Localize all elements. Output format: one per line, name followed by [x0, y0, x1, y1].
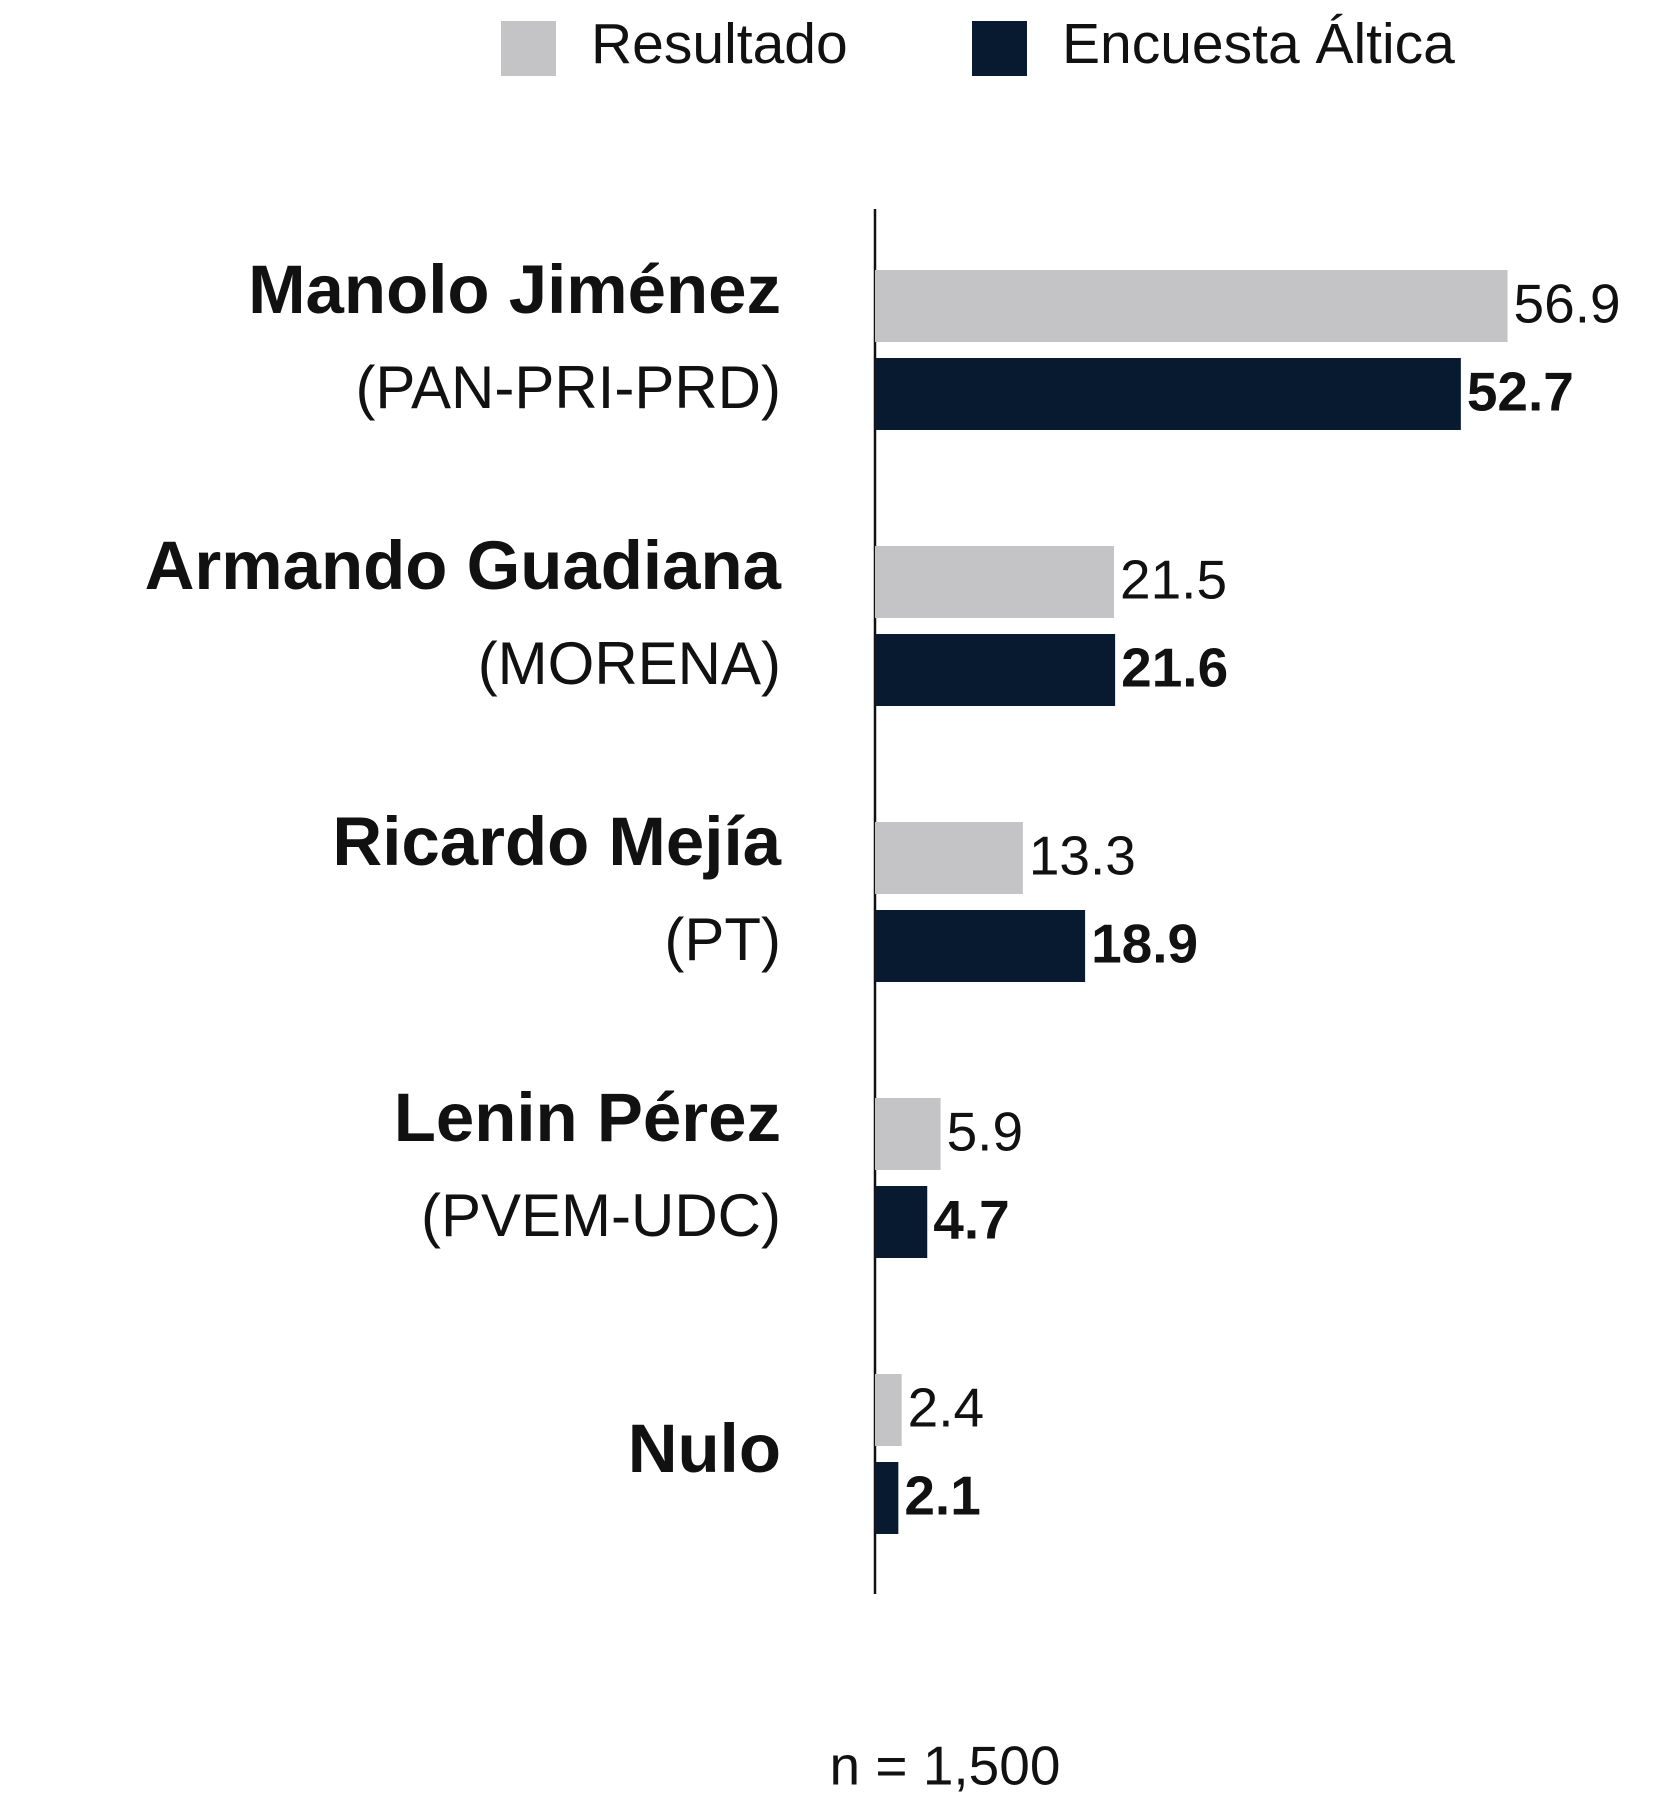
legend-label: Encuesta Áltica	[1062, 12, 1455, 76]
category-subtitle: (PVEM-UDC)	[421, 1182, 781, 1249]
bar	[875, 358, 1461, 430]
value-label: 4.7	[933, 1189, 1009, 1251]
value-label: 52.7	[1467, 361, 1574, 423]
value-label: 21.5	[1120, 549, 1227, 611]
value-label: 18.9	[1091, 913, 1198, 975]
category-label: Armando Guadiana	[145, 527, 782, 604]
category-subtitle: (PT)	[664, 906, 781, 973]
legend-swatch	[972, 21, 1027, 76]
bar	[875, 822, 1023, 894]
bar	[875, 270, 1508, 342]
value-label: 21.6	[1121, 637, 1228, 699]
bar	[875, 634, 1116, 706]
bar	[875, 1462, 899, 1534]
value-label: 2.1	[904, 1465, 980, 1527]
bar	[875, 1374, 902, 1446]
legend-swatch	[501, 21, 556, 76]
category-label: Ricardo Mejía	[332, 803, 781, 880]
category-label: Nulo	[628, 1410, 781, 1487]
category-subtitle: (MORENA)	[478, 630, 781, 697]
legend-label: Resultado	[591, 12, 848, 76]
value-label: 2.4	[908, 1377, 984, 1439]
bar	[875, 1186, 928, 1258]
value-label: 56.9	[1514, 273, 1621, 335]
value-label: 5.9	[947, 1101, 1023, 1163]
note: n = 1,500	[830, 1735, 1061, 1797]
category-label: Manolo Jiménez	[248, 251, 781, 328]
bar	[875, 910, 1086, 982]
category-subtitle: (PAN-PRI-PRD)	[355, 354, 781, 421]
value-label: 13.3	[1029, 825, 1136, 887]
category-label: Lenin Pérez	[394, 1079, 781, 1156]
bar	[875, 1098, 941, 1170]
bar	[875, 546, 1115, 618]
